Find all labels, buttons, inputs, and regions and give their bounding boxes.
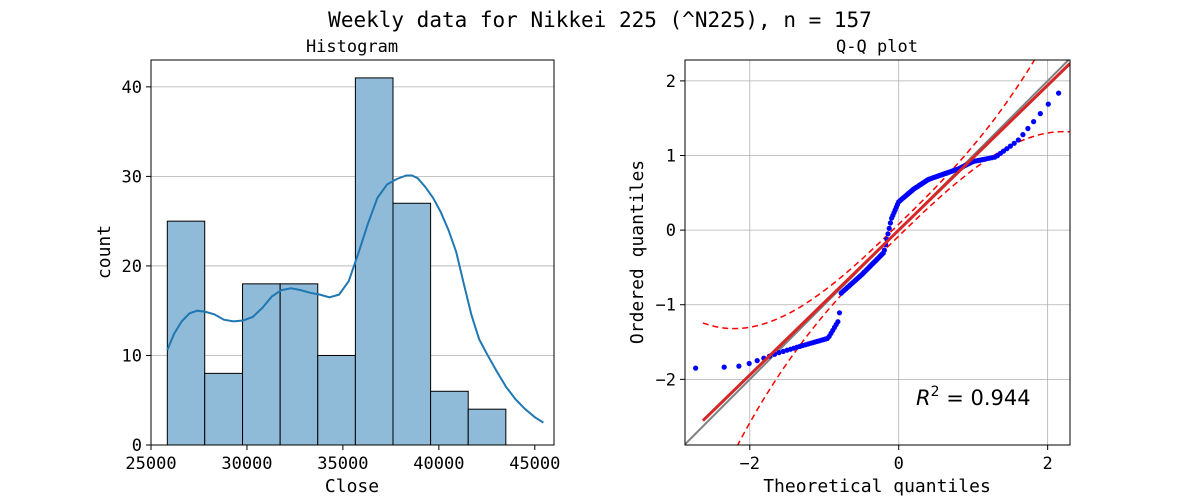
- histogram-bar: [242, 283, 281, 446]
- qq-point: [835, 319, 841, 325]
- histogram-bar: [317, 354, 356, 446]
- histogram-bar: [166, 220, 206, 446]
- qq-point: [1099, 60, 1104, 65]
- qq-confidence-band-lower: [736, 130, 1070, 445]
- qq-title: Q-Q plot: [836, 37, 918, 57]
- qq-point: [746, 360, 752, 367]
- histogram-panel: Histogram 0 10 20 30 40 25000 30000 35000 40000 4…: [94, 37, 560, 497]
- qq-point: [881, 247, 888, 253]
- histogram-x-tick-label: 35000: [317, 454, 368, 474]
- histogram-x-label: Close: [325, 476, 379, 497]
- histogram-bar: [392, 202, 432, 446]
- histogram-bar: [279, 283, 319, 446]
- histogram-bar: [354, 77, 394, 446]
- qq-points: [693, 60, 1104, 371]
- qq-point: [887, 220, 894, 226]
- qq-point: [836, 310, 843, 316]
- qq-point: [885, 231, 891, 237]
- qq-y-tick-label: −2: [656, 370, 676, 390]
- qq-point: [1045, 101, 1051, 107]
- qq-point: [1056, 90, 1062, 96]
- qq-point: [736, 363, 742, 369]
- histogram-axes-frame: [150, 59, 555, 446]
- histogram-ticks: 0 10 20 30 40 25000 30000 35000 40000 45000: [122, 78, 561, 474]
- histogram-y-tick-label: 30: [122, 167, 142, 187]
- histogram-x-tick-label: 40000: [413, 454, 464, 474]
- qq-y-tick-label: 1: [666, 147, 676, 167]
- qq-point: [1037, 111, 1043, 117]
- qq-gridlines: [685, 60, 1070, 445]
- histogram-y-tick-label: 20: [122, 257, 142, 277]
- histogram-bar: [430, 390, 469, 446]
- qq-point: [693, 365, 699, 371]
- histogram-x-tick-label: 30000: [221, 454, 272, 474]
- histogram-x-tick-label: 25000: [125, 454, 176, 474]
- qq-point: [1025, 125, 1031, 132]
- qq-x-tick-label: 0: [894, 454, 904, 474]
- qq-point: [1031, 119, 1037, 125]
- qq-y-tick-label: 0: [666, 221, 676, 241]
- histogram-bar: [467, 408, 507, 446]
- histogram-y-tick-label: 10: [122, 346, 142, 366]
- histogram-kde-curve: [166, 174, 544, 424]
- qq-x-tick-label: −2: [740, 454, 760, 474]
- qq-point: [721, 364, 727, 370]
- qq-fit-line: [701, 62, 1070, 422]
- qq-point: [1020, 132, 1026, 138]
- qq-confidence-band-upper: [702, 60, 1036, 330]
- qq-r2-value: 0.944: [970, 386, 1030, 410]
- qq-axes-frame: [684, 59, 1071, 446]
- qq-panel: Q-Q plot −2 0 2 −2 −1 0 1 2 R2 = 0.944 Theoreti…: [627, 37, 1104, 497]
- histogram-title: Histogram: [306, 37, 398, 57]
- histogram-y-tick-label: 40: [122, 78, 142, 98]
- qq-x-label: Theoretical quantiles: [763, 476, 991, 497]
- qq-point: [776, 350, 782, 356]
- qq-point: [1007, 143, 1014, 149]
- histogram-bars: [166, 77, 507, 446]
- histogram-bar: [204, 372, 244, 446]
- histogram-x-tick-label: 45000: [509, 454, 560, 474]
- qq-point: [1015, 137, 1021, 143]
- qq-point: [886, 225, 892, 231]
- qq-point: [1011, 140, 1017, 146]
- qq-ticks: −2 0 2 −2 −1 0 1 2: [656, 72, 1053, 474]
- histogram-y-tick-label: 0: [132, 436, 142, 456]
- qq-y-label: Ordered quantiles: [627, 160, 648, 344]
- qq-point: [1071, 76, 1076, 81]
- figure-title: Weekly data for Nikkei 225 (^N225), n = …: [328, 8, 872, 32]
- qq-y-tick-label: 2: [666, 72, 676, 92]
- histogram-y-label: count: [94, 225, 115, 279]
- qq-x-tick-label: 2: [1043, 454, 1053, 474]
- qq-y-tick-label: −1: [656, 296, 676, 316]
- qq-r2-annotation: R2 = 0.944: [916, 384, 1031, 410]
- qq-point: [754, 358, 760, 364]
